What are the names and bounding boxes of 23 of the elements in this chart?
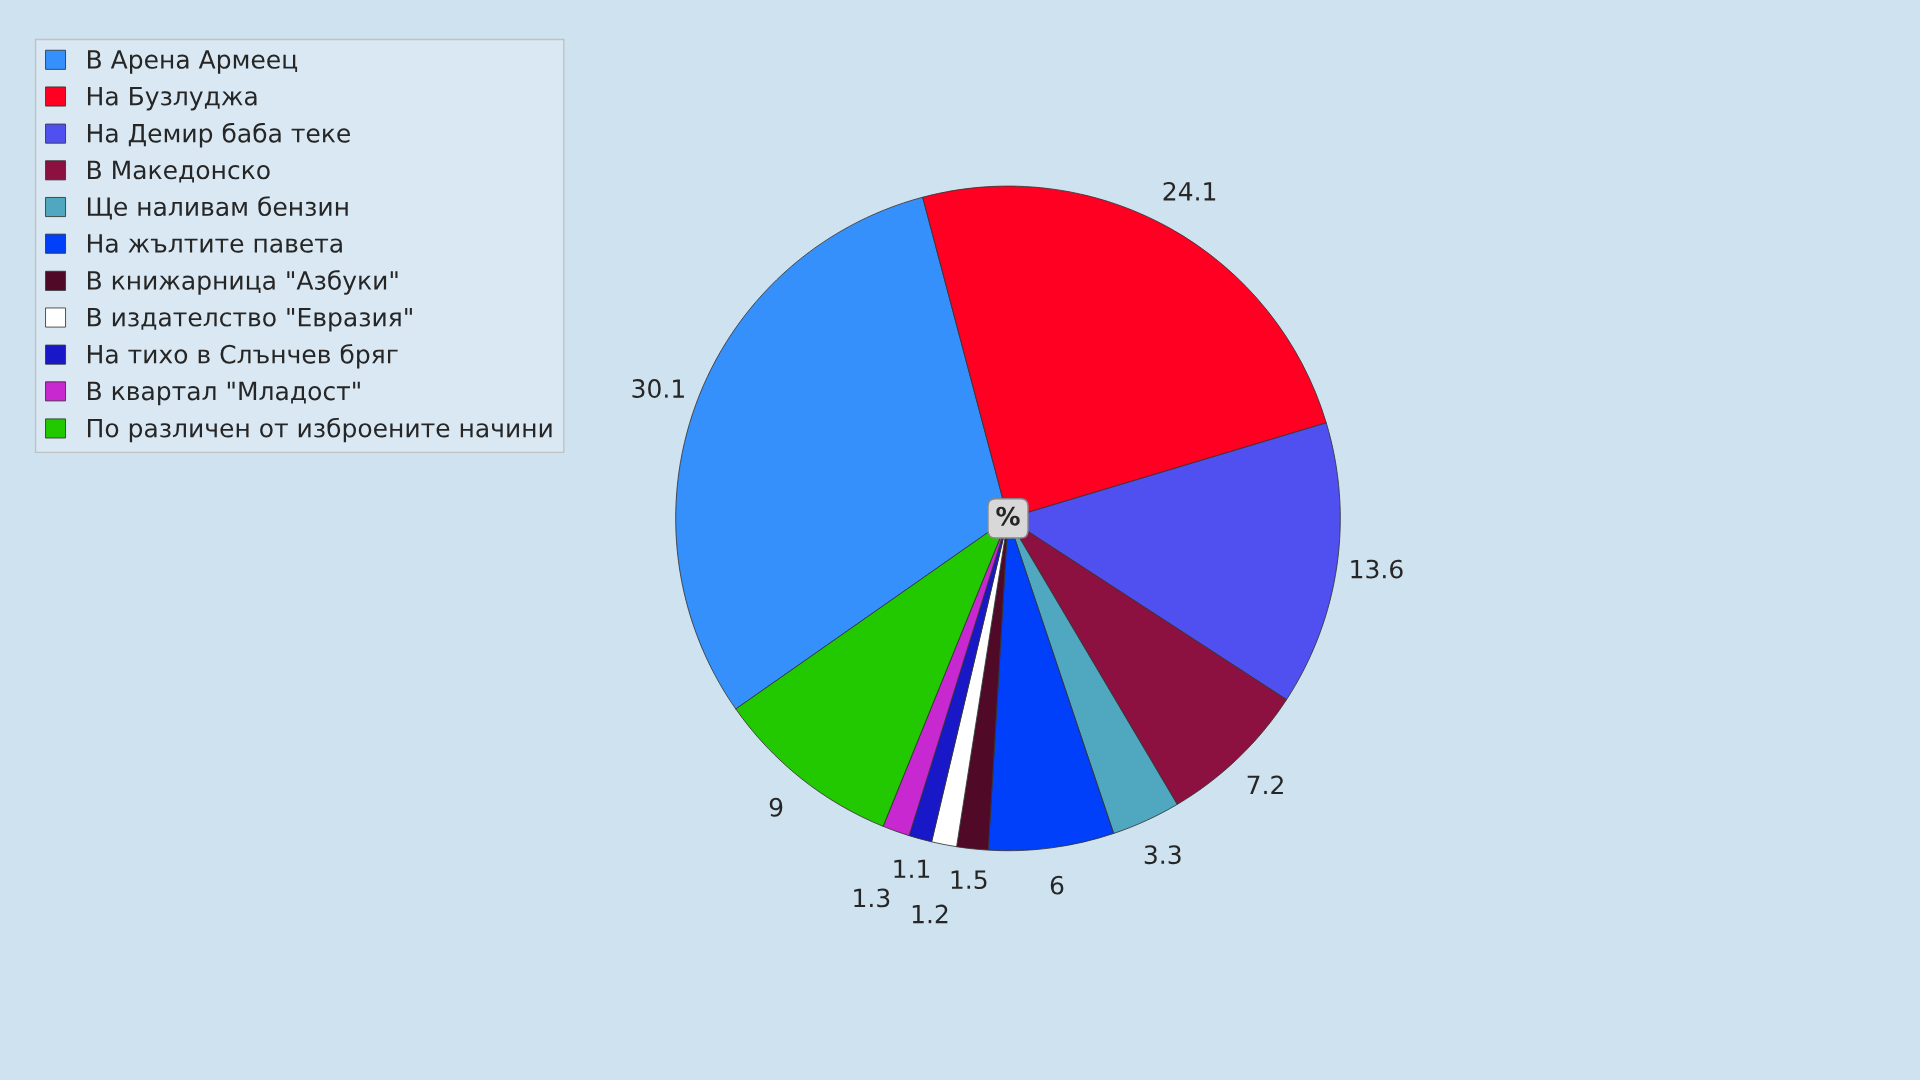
legend-label: В Арена Армеец (87, 50, 298, 74)
data-label: 3.3 (1144, 845, 1181, 865)
data-label: 9 (769, 797, 783, 817)
data-label: 1.5 (951, 870, 987, 890)
data-label: 24.1 (1163, 181, 1216, 201)
data-label: 30.1 (632, 379, 684, 398)
legend-label: В Македонско (87, 160, 270, 183)
legend-label: На жълтите павета (87, 234, 342, 253)
text: % (996, 506, 1020, 526)
legend-label: По различен от изброените начини (87, 417, 552, 443)
data-label: 1.1 (894, 859, 930, 878)
legend-label: В издателство "Евразия" (87, 307, 412, 332)
legend-label: На Бузлуджа (87, 86, 257, 111)
legend-label: В книжарница "Азбуки" (87, 270, 398, 295)
legend-label: На Демир баба теке (87, 122, 350, 148)
legend-label: На тихо в Слънчев бряг (87, 343, 398, 369)
data-label: 1.2 (912, 904, 948, 924)
data-label: 6 (1050, 875, 1064, 895)
legend-label: Ще наливам бензин (87, 196, 348, 220)
legend-label: В квартал "Младост" (87, 381, 360, 406)
data-label: 7.2 (1247, 775, 1283, 795)
data-label: 1.3 (854, 888, 890, 908)
data-label: 13.6 (1351, 559, 1403, 579)
